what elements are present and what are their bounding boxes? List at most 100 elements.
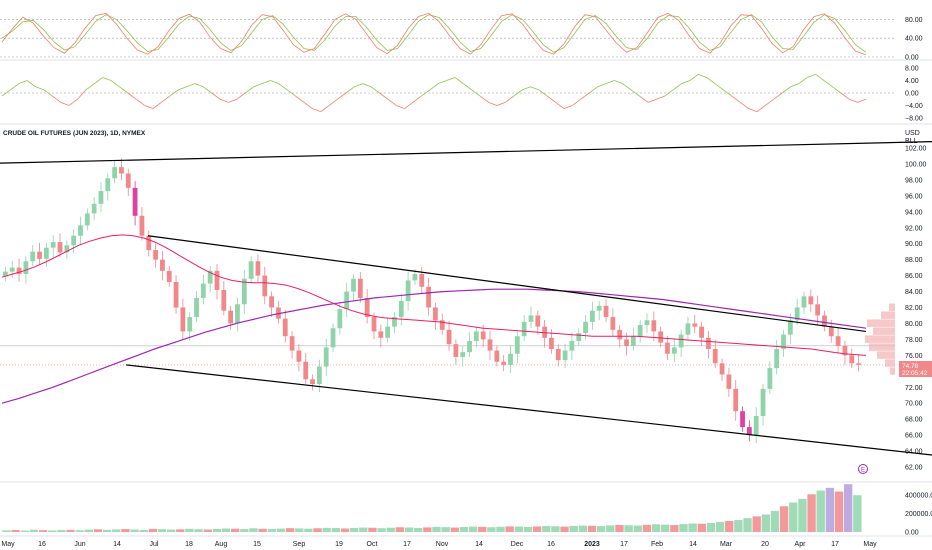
oscillator-segment [379, 92, 389, 100]
candle-body [822, 315, 827, 327]
oscillator-segment [295, 95, 305, 103]
volume-bar [93, 529, 103, 532]
candle-body [64, 245, 70, 253]
volume-bar [798, 498, 807, 532]
price-y-tick: 82.00 [905, 305, 923, 312]
candle-body [37, 251, 42, 259]
time-axis[interactable]: May 16 Jun 14 Jul 18 Aug 15 Sep 19 Oct 17 Nov 14 Dec 16… [1, 541, 877, 548]
volume-bar [615, 525, 624, 532]
volume-profile-bar [885, 359, 895, 367]
candle-body [494, 350, 500, 362]
candle-body [480, 331, 486, 340]
volume-bar [423, 527, 432, 532]
price-y-tick: 86.00 [905, 273, 923, 280]
candle-body [753, 415, 759, 436]
candle-body [760, 388, 766, 416]
oscillator-segment [521, 86, 531, 91]
price-y-tick: 78.00 [905, 337, 923, 344]
price-y-tick: 76.00 [905, 353, 923, 360]
oscillator-segment [286, 89, 296, 97]
volume-bar [770, 510, 780, 532]
candle-body [262, 275, 268, 297]
candle-body [248, 261, 254, 279]
time-axis-label: 17 [403, 541, 411, 548]
volume-bar [532, 526, 542, 532]
volume-bar [789, 502, 798, 532]
volume-bar [221, 528, 231, 532]
candle-body [255, 261, 261, 276]
price-y-tick: 102.00 [905, 146, 927, 153]
oscillator-pane[interactable]: 8.00 4.00 0.00 −4.00 −8.00 [0, 66, 923, 123]
candle-body [146, 235, 152, 251]
time-axis-label: 14 [475, 541, 483, 548]
oscillator-segment [630, 89, 640, 97]
candle-body [207, 270, 213, 284]
oscillator-segment [186, 83, 196, 88]
candle-body [173, 281, 179, 308]
volume-bar [295, 528, 304, 532]
volume-bar [679, 524, 688, 532]
volume-bar [331, 528, 341, 532]
stochastic-pane[interactable]: 80.00 40.00 0.00 [0, 12, 923, 62]
candle-body [385, 326, 391, 338]
candle-body [706, 337, 711, 349]
volume-bar [587, 525, 597, 532]
candle-body [91, 203, 97, 214]
volume-bar [395, 527, 405, 532]
volume-pane[interactable]: 400000.00 200000.00 0.00 [2, 484, 932, 537]
oscillator-segment [60, 101, 70, 106]
volume-bar [734, 520, 743, 532]
earnings-event-marker[interactable]: E [858, 464, 868, 474]
oscillator-segment [270, 80, 279, 85]
oscillator-segment [781, 86, 791, 94]
volume-bar [368, 527, 377, 532]
candle-body [596, 305, 602, 311]
candle-body [630, 336, 636, 346]
time-axis-label: 19 [335, 541, 343, 548]
volume-bar [194, 529, 203, 532]
time-axis-label: Feb [651, 541, 663, 548]
time-axis-label: 17 [831, 541, 839, 548]
oscillator-segment [161, 95, 171, 103]
price-y-tick: 98.00 [905, 177, 923, 184]
oscillator-segment [588, 86, 598, 94]
oscillator-segment [647, 98, 657, 103]
short-moving-average [1, 234, 867, 356]
volume-bar [258, 528, 267, 532]
volume-bar [276, 528, 286, 532]
candle-body [849, 355, 855, 364]
candle-body [98, 191, 104, 204]
price-y-tick: 68.00 [905, 417, 923, 424]
oscillator-segment [857, 98, 867, 103]
volume-bar [560, 526, 569, 532]
price-pane[interactable]: 102.00 100.00 98.00 96.00 94.00 92.00 90.00 88.… [0, 141, 932, 472]
volume-bar [139, 529, 148, 532]
volume-bar [569, 525, 578, 532]
oscillator-segment [681, 80, 690, 85]
volume-bar [240, 529, 249, 532]
candle-body [187, 317, 193, 332]
candle-body [23, 261, 29, 275]
stoch-y-tick: 80.00 [905, 17, 923, 24]
candle-body [289, 336, 295, 351]
oscillator-segment [52, 95, 61, 103]
volume-bar [596, 526, 606, 532]
candle-body [473, 331, 479, 341]
candle-body [330, 328, 336, 348]
candle-body [460, 352, 466, 357]
volume-bar [166, 529, 176, 532]
oscillator-segment [94, 77, 103, 84]
stoch-y-tick: 40.00 [905, 36, 923, 43]
oscillator-segment [110, 80, 120, 88]
volume-bar [450, 527, 459, 532]
oscillator-segment [412, 95, 422, 103]
oscillator-segment [773, 92, 783, 100]
candle-body [269, 296, 274, 308]
oscillator-segment [228, 98, 238, 103]
candle-body [221, 289, 227, 311]
candle-body [658, 331, 664, 343]
candle-body [194, 297, 199, 318]
volume-bar [834, 491, 844, 532]
volume-bar [231, 528, 240, 532]
